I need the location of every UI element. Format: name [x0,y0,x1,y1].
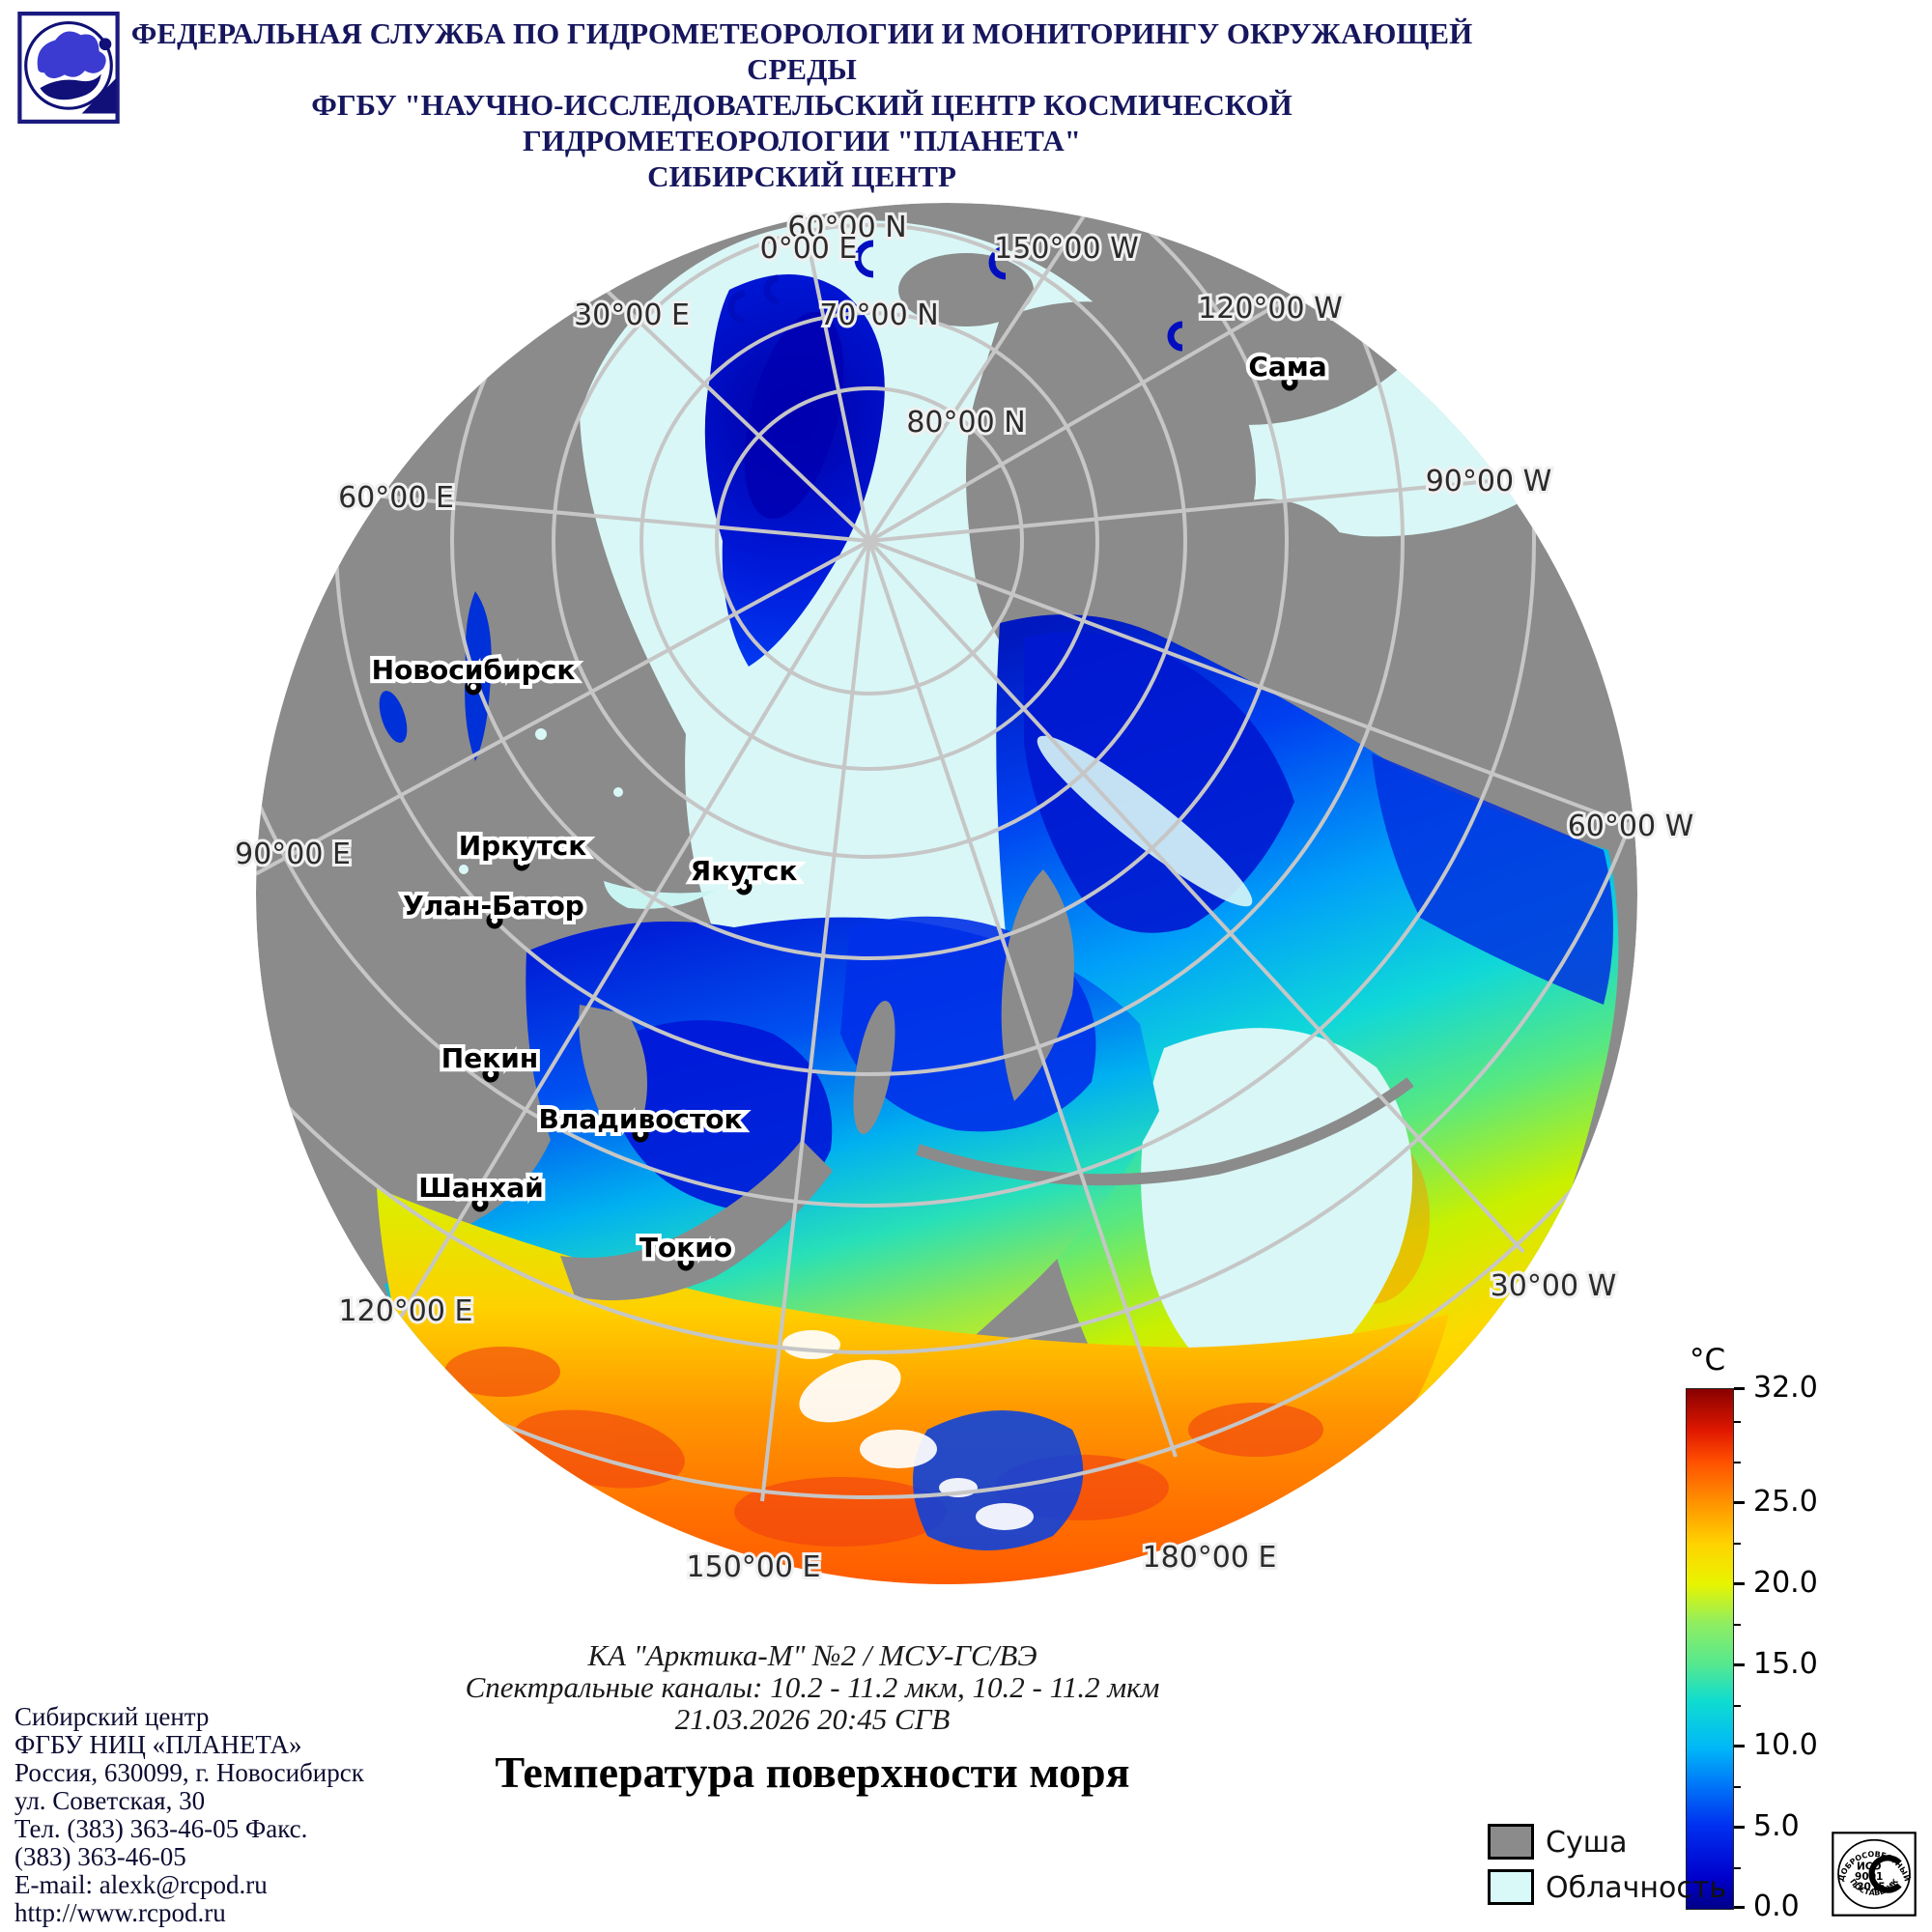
grid-label-120e: 120°00 E [339,1294,473,1328]
colorbar: °C 32.0 25.0 20.0 15.0 10.0 5.0 0.0 [1684,1343,1848,1927]
colorbar-minor-tick [1734,1705,1741,1707]
grid-label-150e: 150°00 E [687,1550,821,1584]
planeta-logo [17,12,120,124]
contact-block: Сибирский центр ФГБУ НИЦ «ПЛАНЕТА» Росси… [14,1703,401,1927]
colorbar-tick [1734,1906,1745,1909]
colorbar-tick-label: 20.0 [1753,1566,1818,1600]
spectral-channels-line: Спектральные каналы: 10.2 - 11.2 мкм, 10… [465,1670,1160,1704]
colorbar-tick-label: 15.0 [1753,1647,1818,1681]
city-label: Владивосток [539,1103,743,1135]
colorbar-minor-tick [1734,1867,1741,1869]
grid-label-120w: 120°00 W [1198,292,1343,326]
contact-line: (383) 363-46-05 [14,1842,186,1871]
map-legend: Суша Облачность [1488,1820,1797,1911]
iso-badge-icon: ДОБРОСОВЕСТНЫЙ ПОСТАВЩИК ИСО 9001 -2015 [1832,1832,1917,1917]
colorbar-minor-tick [1734,1462,1741,1463]
colorbar-tick-label: 10.0 [1753,1728,1818,1762]
grid-label-0e: 0°00 E [760,232,858,266]
header-line-3: СИБИРСКИЙ ЦЕНТР [647,159,956,193]
header-line-1: ФЕДЕРАЛЬНАЯ СЛУЖБА ПО ГИДРОМЕТЕОРОЛОГИИ … [130,16,1473,86]
iso-badge-line2: 9001 [1855,1871,1883,1883]
city-irkutsk: Иркутск [455,826,590,871]
colorbar-tick [1734,1826,1745,1829]
city-tokyo: Токио [636,1228,736,1271]
city-label: Сама [1248,351,1326,383]
colorbar-tick [1734,1663,1745,1666]
legend-row-cloud: Облачность [1488,1865,1797,1911]
grid-label-70n: 70°00 N [819,298,938,332]
colorbar-unit-label: °C [1690,1343,1726,1378]
header-line-2: ФГБУ "НАУЧНО-ИССЛЕДОВАТЕЛЬСКИЙ ЦЕНТР КОС… [311,88,1293,157]
colorbar-tick-label: 5.0 [1753,1809,1800,1843]
city-label: Улан-Батор [403,890,584,922]
grid-label-90w: 90°00 W [1426,465,1552,498]
graticule [256,203,1637,1502]
satellite-instrument-line: КА "Арктика-М" №2 / МСУ-ГС/ВЭ [587,1638,1037,1672]
contact-email-line: E-mail: alexk@rcpod.ru [14,1870,268,1899]
city-label: Токио [639,1232,732,1264]
colorbar-gradient [1686,1388,1734,1910]
city-yakutsk: Якутск [687,851,801,895]
city-label: Новосибирск [372,654,576,686]
caption-block: КА "Арктика-М" №2 / МСУ-ГС/ВЭ Спектральн… [329,1639,1295,1798]
city-label: Иркутск [459,830,587,862]
city-sama: Сама [1244,347,1331,391]
iso-9001-badge: ДОБРОСОВЕСТНЫЙ ПОСТАВЩИК ИСО 9001 -2015 [1832,1832,1917,1917]
colorbar-minor-tick [1734,1624,1741,1626]
contact-website-line: http://www.rcpod.ru [14,1898,226,1927]
city-layer: Сама Новосибирск Иркутск Якутск Улан-Бат… [368,347,1331,1271]
cloud-label: Облачность [1546,1871,1727,1905]
far-east-land [560,869,1414,1301]
grid-label-30w: 30°00 W [1491,1269,1617,1303]
colorbar-minor-tick [1734,1543,1741,1545]
contact-line: ул. Советская, 30 [14,1786,206,1815]
header-block: ФЕДЕРАЛЬНАЯ СЛУЖБА ПО ГИДРОМЕТЕОРОЛОГИИ … [126,15,1478,194]
city-label: Шанхай [418,1172,543,1204]
iso-badge-line1: ИСО [1857,1861,1882,1873]
colorbar-tick [1734,1501,1745,1504]
colorbar-minor-tick [1734,1786,1741,1788]
grid-label-180e: 180°00 E [1143,1541,1277,1575]
datetime-line: 21.03.2026 20:45 СГВ [674,1702,951,1736]
colorbar-tick [1734,1745,1745,1747]
land-swatch [1488,1824,1534,1860]
land-label: Суша [1546,1826,1628,1860]
grid-labels: 60°00 N 0°00 E 150°00 W 30°00 E 70°00 N … [232,208,1696,1587]
colorbar-tick [1734,1582,1745,1585]
city-novosibirsk: Новосибирск [368,650,579,696]
city-shanghai: Шанхай [414,1168,548,1212]
planeta-logo-icon [17,12,120,124]
contact-line: Россия, 630099, г. Новосибирск [14,1758,364,1787]
colorbar-tick-label: 0.0 [1753,1889,1800,1923]
grid-label-30e: 30°00 E [574,298,690,332]
contact-line: ФГБУ НИЦ «ПЛАНЕТА» [14,1730,302,1759]
contact-line: Сибирский центр [14,1702,210,1731]
cloud-swatch [1488,1869,1534,1905]
city-vladivostok: Владивосток [535,1099,747,1143]
city-label: Якутск [691,855,798,887]
limb-crescents [727,240,1183,352]
grid-label-80n: 80°00 N [906,406,1025,440]
grid-label-60e: 60°00 E [338,481,454,515]
product-title: Температура поверхности моря [495,1747,1130,1797]
contact-line: Тел. (383) 363-46-05 Факс. [14,1814,308,1843]
colorbar-tick-label: 25.0 [1753,1485,1818,1519]
colorbar-tick-label: 32.0 [1753,1371,1818,1405]
iso-badge-line3: -2015 [1853,1882,1886,1893]
colorbar-minor-tick [1734,1421,1741,1423]
colorbar-tick [1734,1387,1745,1390]
city-ulan-bator: Улан-Батор [399,886,588,929]
grid-label-60w: 60°00 W [1568,810,1694,843]
city-beijing: Пекин [438,1038,542,1083]
grid-label-60n: 60°00 N [787,211,906,244]
globe-disc [256,203,1637,1584]
grid-label-150w: 150°00 W [994,232,1139,266]
grid-label-90e: 90°00 E [235,838,351,871]
legend-row-land: Суша [1488,1820,1797,1865]
city-label: Пекин [441,1042,538,1074]
